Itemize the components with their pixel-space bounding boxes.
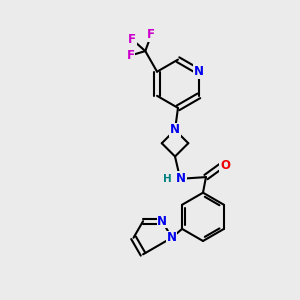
Text: N: N — [176, 172, 186, 185]
Text: N: N — [167, 231, 177, 244]
Text: O: O — [220, 159, 230, 172]
Text: H: H — [163, 174, 172, 184]
Text: N: N — [157, 215, 167, 228]
Text: N: N — [170, 124, 180, 136]
Text: F: F — [147, 28, 155, 41]
Text: N: N — [194, 65, 204, 78]
Text: F: F — [128, 33, 136, 46]
Text: F: F — [127, 49, 135, 62]
